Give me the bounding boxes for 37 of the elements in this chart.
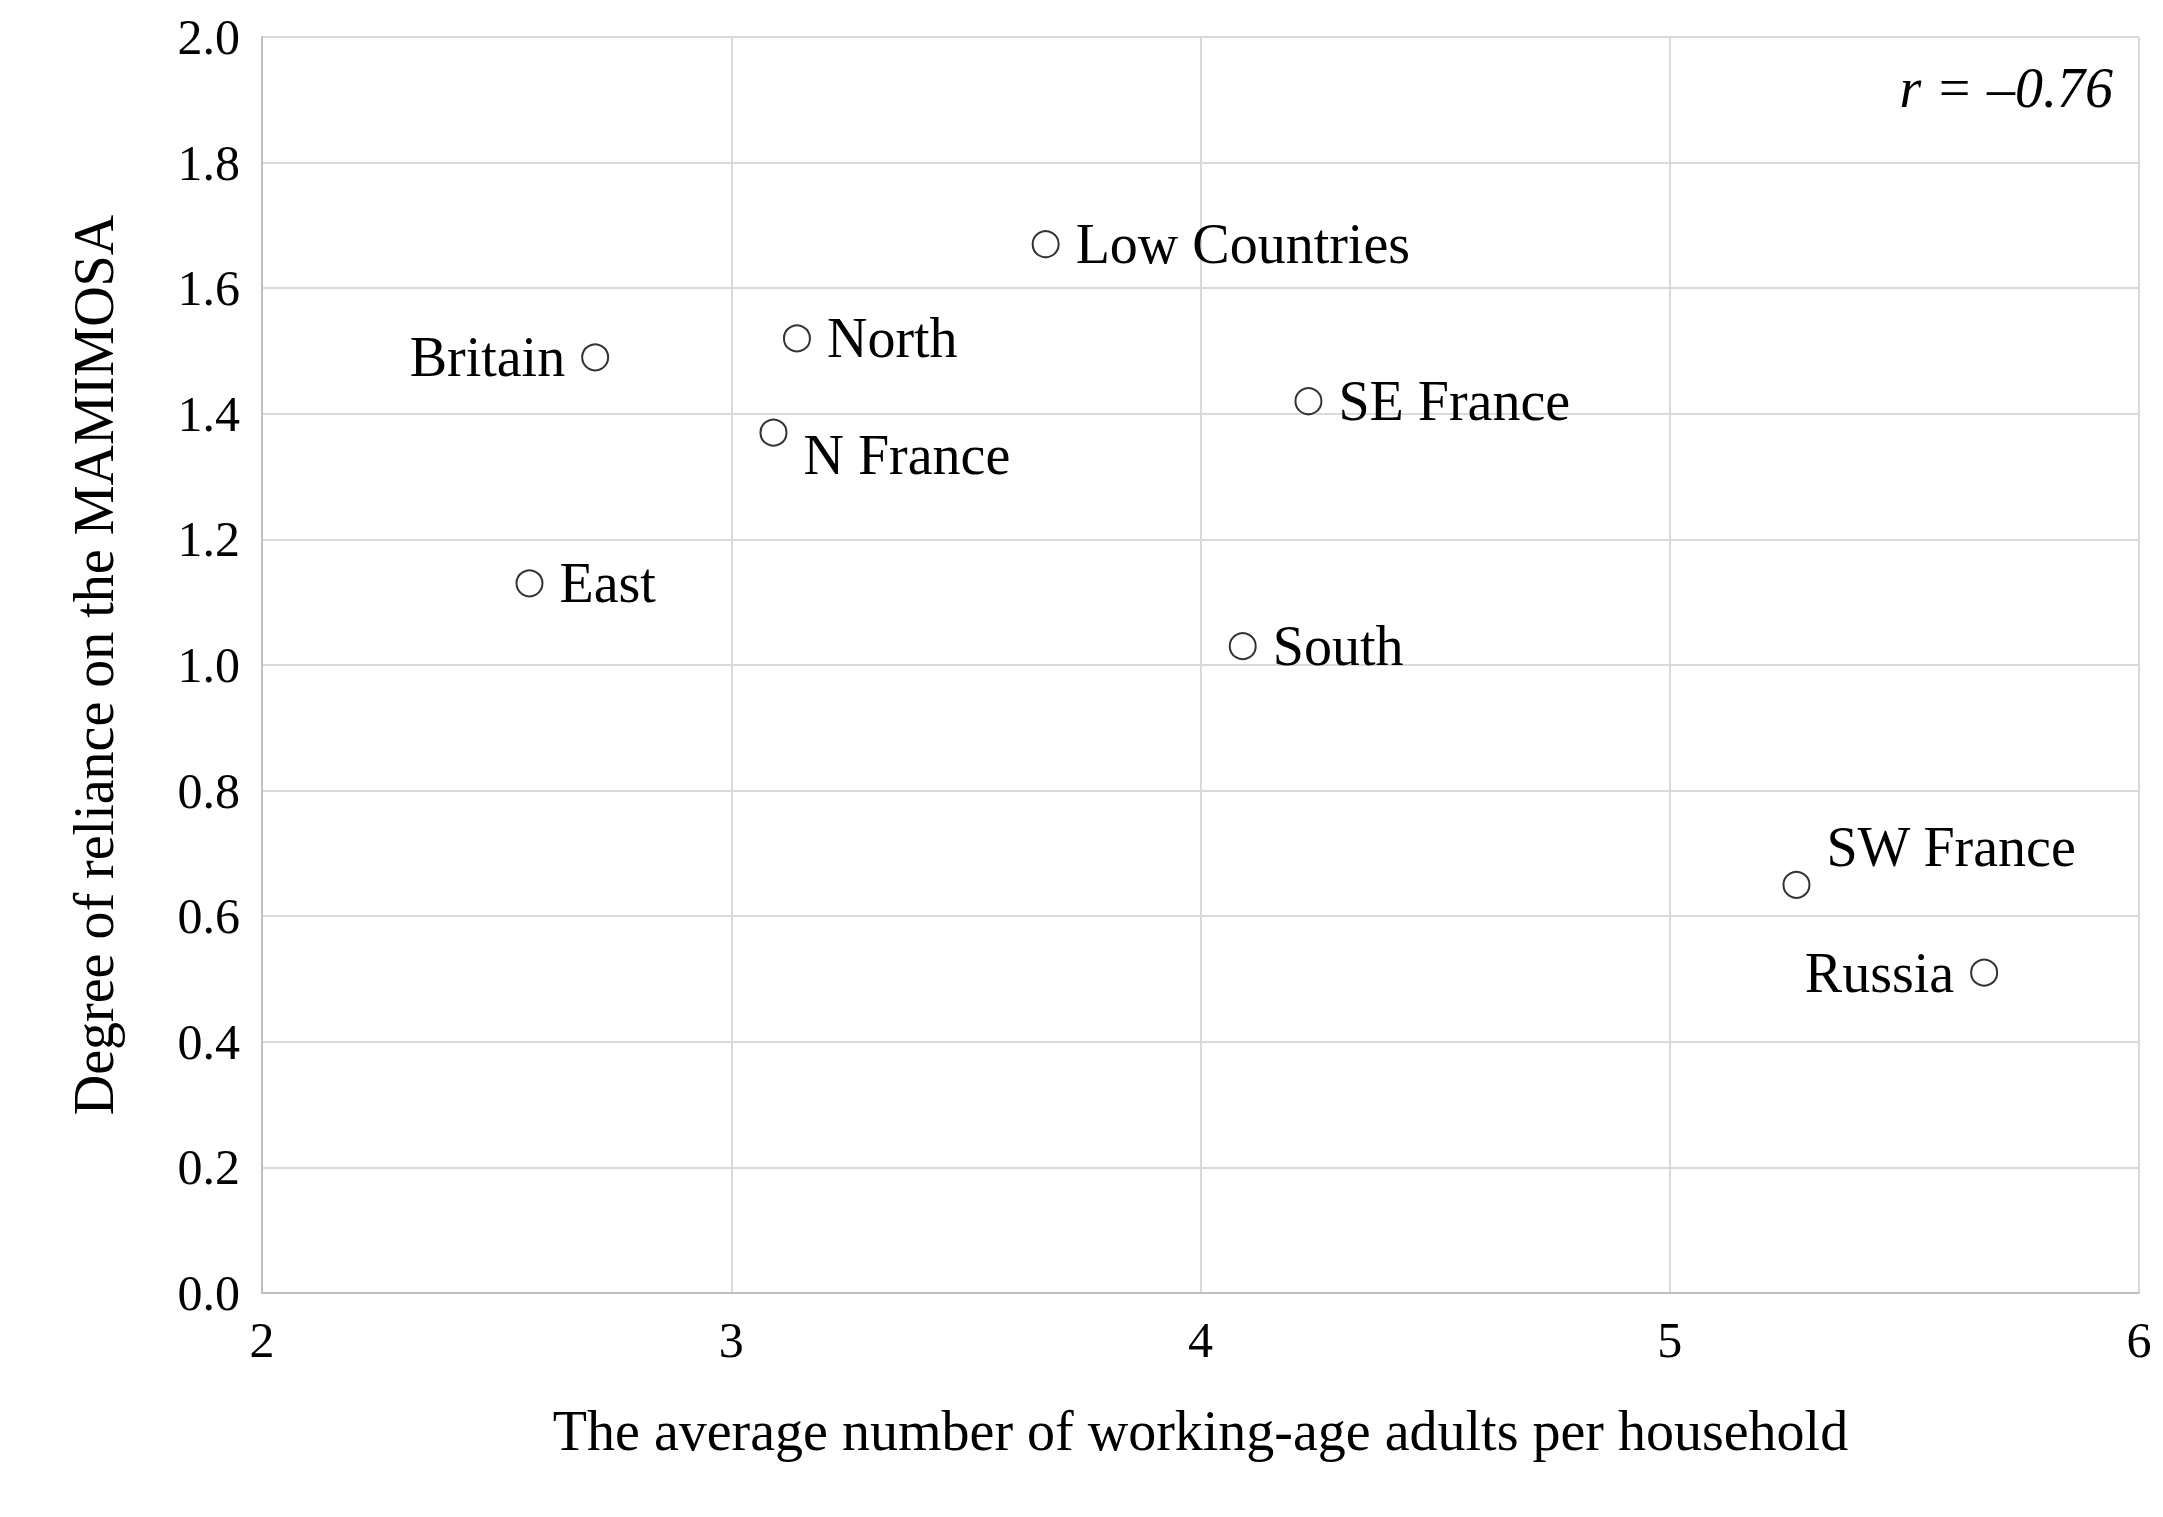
x-tick-label: 3 xyxy=(718,1312,744,1368)
y-tick-label: 0.8 xyxy=(177,762,240,819)
annotation: Russia xyxy=(1804,941,1955,1004)
annotation: South xyxy=(1272,615,1404,678)
y-tick-label: 2.0 xyxy=(177,9,240,65)
annotation: r = –0.76 xyxy=(1899,57,2114,119)
y-tick-label: 1.2 xyxy=(177,511,240,568)
point xyxy=(1228,632,1257,661)
x-tick-label: 2 xyxy=(249,1312,275,1368)
y-axis-title: Degree of reliance on the MAMIMOSA xyxy=(63,214,125,1116)
annotation: N France xyxy=(803,423,1011,486)
y-tick-label: 0.2 xyxy=(177,1139,240,1196)
point xyxy=(1970,958,1999,987)
x-tick-label: 5 xyxy=(1657,1312,1683,1368)
annotation: Britain xyxy=(409,326,566,389)
point xyxy=(515,569,544,598)
annotation: North xyxy=(826,307,958,370)
point xyxy=(581,343,610,372)
annotation: SW France xyxy=(1826,815,2076,878)
point xyxy=(1782,870,1811,899)
annotation: East xyxy=(559,552,657,615)
point xyxy=(1031,230,1060,259)
point xyxy=(1294,387,1323,416)
y-tick-label: 1.6 xyxy=(177,260,240,317)
y-tick-label: 0.4 xyxy=(177,1013,240,1070)
point xyxy=(759,418,788,447)
x-tick-label: 4 xyxy=(1188,1312,1213,1368)
y-tick-label: 0.6 xyxy=(177,888,240,945)
x-tick-label: 6 xyxy=(2126,1312,2152,1368)
annotation: SE France xyxy=(1338,370,1571,433)
annotation: Low Countries xyxy=(1075,213,1411,276)
y-tick-label: 1.0 xyxy=(177,637,240,693)
y-tick-label: 0.0 xyxy=(177,1265,240,1321)
y-tick-label: 1.4 xyxy=(177,385,240,442)
point xyxy=(782,324,811,353)
x-axis-title: The average number of working-age adults per household xyxy=(552,1400,1849,1462)
y-tick-label: 1.8 xyxy=(177,134,240,191)
